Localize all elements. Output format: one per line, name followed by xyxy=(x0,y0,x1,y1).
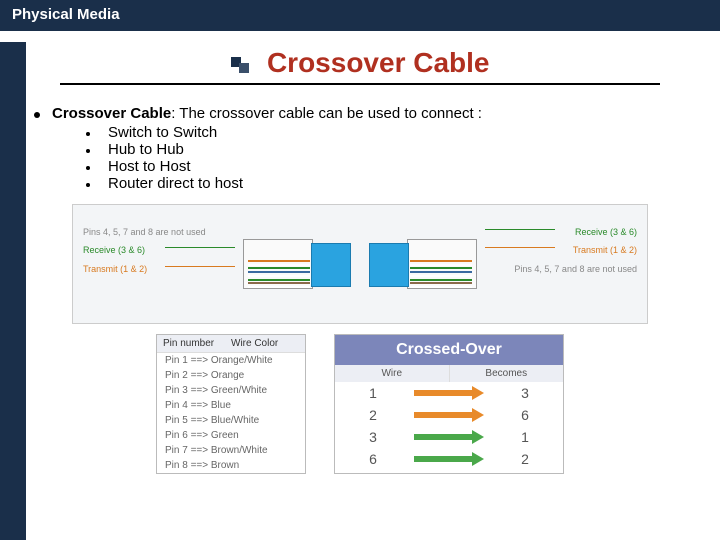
sub-bullet: Switch to Switch xyxy=(86,124,688,141)
wire xyxy=(410,275,472,277)
pin-color-table: Pin number Wire Color Pin 1 ==> Orange/W… xyxy=(156,334,306,474)
wire xyxy=(248,264,310,266)
connector-left xyxy=(243,233,363,297)
wire xyxy=(410,264,472,266)
cross-row: 62 xyxy=(335,448,563,470)
bullet-text: Router direct to host xyxy=(108,175,243,192)
bullet-text: Host to Host xyxy=(108,158,191,175)
bullet-icon xyxy=(86,132,90,136)
bullet-text: Hub to Hub xyxy=(108,141,184,158)
pin-row: Pin 1 ==> Orange/White xyxy=(157,353,305,368)
wire xyxy=(410,282,472,284)
cross-becomes: 1 xyxy=(487,429,563,445)
slide-title: Crossover Cable xyxy=(267,47,490,79)
cross-wire: 6 xyxy=(335,451,411,467)
bullet-icon xyxy=(86,166,90,170)
pin-row: Pin 2 ==> Orange xyxy=(157,368,305,383)
bullet-text: Switch to Switch xyxy=(108,124,217,141)
wire xyxy=(248,271,310,273)
wire xyxy=(410,286,472,288)
header-text: Physical Media xyxy=(12,6,120,23)
pin-row: Pin 4 ==> Blue xyxy=(157,398,305,413)
sub-bullet: Hub to Hub xyxy=(86,141,688,158)
label-receive: Receive (3 & 6) xyxy=(83,245,145,255)
wire xyxy=(248,275,310,277)
label-transmit: Transmit (1 & 2) xyxy=(83,264,147,274)
tables-row: Pin number Wire Color Pin 1 ==> Orange/W… xyxy=(32,334,688,474)
cross-row: 31 xyxy=(335,426,563,448)
cross-becomes: 6 xyxy=(487,407,563,423)
col-wire: Wire xyxy=(335,365,450,382)
title-bullet-icon xyxy=(231,57,253,79)
wire xyxy=(410,260,472,262)
bullet-icon xyxy=(34,112,40,118)
crossed-over-table: Crossed-Over Wire Becomes 13263162 xyxy=(334,334,564,474)
wire xyxy=(248,286,310,288)
arrow-icon xyxy=(414,410,484,420)
label-pins-unused: Pins 4, 5, 7 and 8 are not used xyxy=(83,227,206,237)
slide-header: Physical Media xyxy=(0,0,720,29)
arrow-icon xyxy=(414,454,484,464)
sub-bullet: Host to Host xyxy=(86,158,688,175)
wire xyxy=(248,267,310,269)
diagram-left-labels: Pins 4, 5, 7 and 8 are not used Receive … xyxy=(83,223,206,278)
content-body: Crossover Cable: The crossover cable can… xyxy=(0,89,720,474)
wire xyxy=(248,260,310,262)
title-section: Crossover Cable xyxy=(0,47,720,85)
cross-becomes: 3 xyxy=(487,385,563,401)
pin-row: Pin 8 ==> Brown xyxy=(157,458,305,473)
slide-accent-bar xyxy=(0,42,26,540)
pin-row: Pin 6 ==> Green xyxy=(157,428,305,443)
connector-right xyxy=(357,233,477,297)
pin-row: Pin 3 ==> Green/White xyxy=(157,383,305,398)
wire xyxy=(248,279,310,281)
intro-text: : The crossover cable can be used to con… xyxy=(171,105,482,122)
cross-wire: 1 xyxy=(335,385,411,401)
wire xyxy=(248,282,310,284)
intro-bullet: Crossover Cable: The crossover cable can… xyxy=(32,105,688,122)
crossed-over-title: Crossed-Over xyxy=(335,335,563,365)
cross-becomes: 2 xyxy=(487,451,563,467)
bullet-icon xyxy=(86,149,90,153)
pin-row: Pin 5 ==> Blue/White xyxy=(157,413,305,428)
cross-row: 13 xyxy=(335,382,563,404)
wire xyxy=(410,267,472,269)
cable-diagram: Pins 4, 5, 7 and 8 are not used Receive … xyxy=(72,204,648,324)
pin-row: Pin 7 ==> Brown/White xyxy=(157,443,305,458)
intro-term: Crossover Cable xyxy=(52,105,171,122)
pin-table-header: Pin number Wire Color xyxy=(157,335,305,353)
arrow-icon xyxy=(414,388,484,398)
col-becomes: Becomes xyxy=(450,365,564,382)
diagram-right-labels: Receive (3 & 6) Transmit (1 & 2) Pins 4,… xyxy=(514,223,637,278)
arrow-icon xyxy=(414,432,484,442)
cross-wire: 2 xyxy=(335,407,411,423)
crossed-over-header: Wire Becomes xyxy=(335,365,563,382)
sub-bullet-list: Switch to SwitchHub to HubHost to HostRo… xyxy=(86,124,688,192)
bullet-icon xyxy=(86,183,90,187)
col-wire-color: Wire Color xyxy=(231,338,299,349)
wire xyxy=(410,279,472,281)
title-underline xyxy=(60,83,660,85)
label-pins-unused-r: Pins 4, 5, 7 and 8 are not used xyxy=(514,264,637,274)
cross-wire: 3 xyxy=(335,429,411,445)
wire xyxy=(410,271,472,273)
cross-row: 26 xyxy=(335,404,563,426)
sub-bullet: Router direct to host xyxy=(86,175,688,192)
label-transmit-r: Transmit (1 & 2) xyxy=(573,245,637,255)
col-pin-number: Pin number xyxy=(163,338,231,349)
label-receive-r: Receive (3 & 6) xyxy=(575,227,637,237)
